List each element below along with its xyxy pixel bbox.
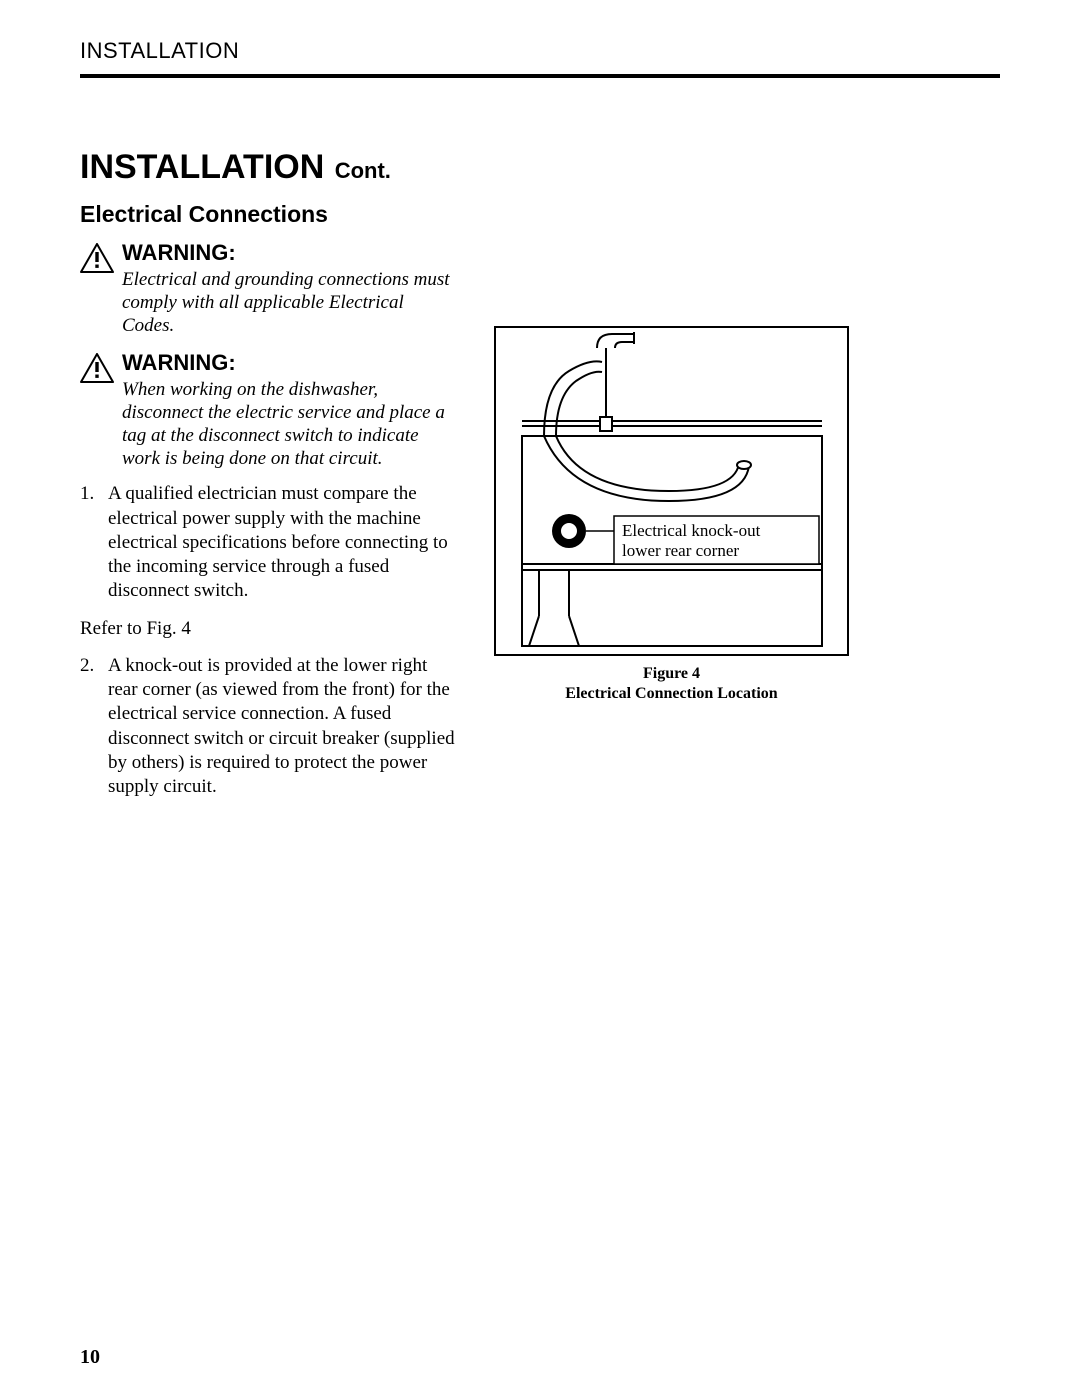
warning-icon (80, 353, 114, 383)
list-number: 2. (80, 654, 108, 800)
list-text: A qualified electrician must compare the… (108, 482, 460, 604)
title-main: INSTALLATION (80, 148, 324, 186)
figure-caption-line2: Electrical Connection Location (494, 684, 849, 704)
section-heading: Electrical Connections (80, 201, 1000, 228)
running-head: INSTALLATION (80, 38, 1000, 64)
title-cont: Cont. (335, 158, 391, 183)
numbered-list: 1. A qualified electrician must compare … (80, 482, 460, 604)
figure-svg: Electrical knock-out lower rear corner (494, 326, 849, 656)
list-text: A knock-out is provided at the lower rig… (108, 654, 460, 800)
figure-caption: Figure 4 Electrical Connection Location (494, 664, 849, 704)
list-item: 1. A qualified electrician must compare … (80, 482, 460, 604)
warning-text: Electrical and grounding connections mus… (122, 268, 460, 338)
figure-callout-line2: lower rear corner (622, 541, 739, 560)
list-number: 1. (80, 482, 108, 604)
warning-block-2: WARNING: When working on the dishwasher,… (80, 350, 460, 471)
figure-caption-line1: Figure 4 (494, 664, 849, 684)
warning-label: WARNING: (122, 240, 460, 266)
warning-icon (80, 243, 114, 273)
header-rule (80, 74, 1000, 78)
list-item: 2. A knock-out is provided at the lower … (80, 654, 460, 800)
refer-text: Refer to Fig. 4 (80, 618, 460, 640)
warning-label: WARNING: (122, 350, 460, 376)
page-title: INSTALLATION Cont. (80, 148, 1000, 187)
left-column: WARNING: Electrical and grounding connec… (80, 238, 460, 814)
numbered-list: 2. A knock-out is provided at the lower … (80, 654, 460, 800)
right-column: Electrical knock-out lower rear corner F… (494, 238, 1000, 814)
figure-callout-line1: Electrical knock-out (622, 521, 761, 540)
figure-4: Electrical knock-out lower rear corner F… (494, 326, 849, 704)
page-number: 10 (80, 1346, 100, 1369)
warning-text: When working on the dishwasher, disconne… (122, 378, 460, 471)
warning-block-1: WARNING: Electrical and grounding connec… (80, 240, 460, 338)
main-content: INSTALLATION Cont. Electrical Connection… (80, 148, 1000, 814)
